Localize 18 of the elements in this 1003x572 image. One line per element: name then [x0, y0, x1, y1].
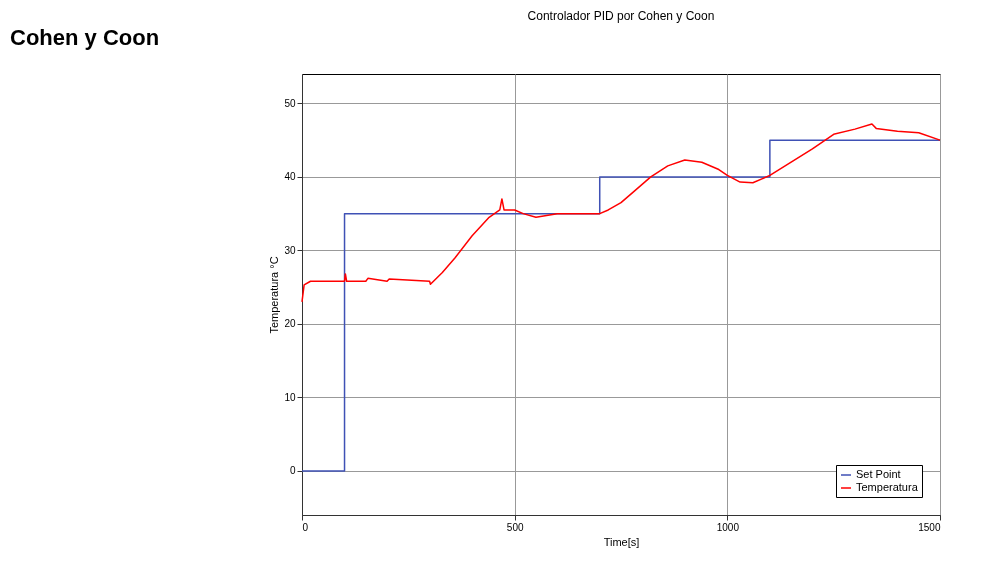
chart-title: Controlador PID por Cohen y Coon [527, 9, 715, 23]
line-series [301, 123, 941, 303]
x-tick-label: 500 [506, 521, 524, 533]
x-tick-label: 1000 [716, 521, 740, 533]
y-tick-label: 20 [284, 318, 296, 330]
x-axis-title: Time[s] [603, 535, 640, 548]
x-tick-label: 1500 [918, 521, 941, 533]
y-tick-label: 50 [284, 97, 296, 109]
y-axis-title: Temperatura °C [268, 256, 281, 334]
legend-label: Temperatura [856, 481, 919, 493]
legend-label: Set Point [856, 468, 901, 480]
y-tick-label: 40 [284, 171, 296, 183]
line-series [301, 139, 941, 472]
y-tick-label: 30 [284, 244, 296, 256]
y-tick-label: 10 [284, 391, 296, 403]
y-tick-label: 0 [289, 465, 296, 477]
text: Cohen y Coon [10, 25, 160, 50]
x-tick-label: 0 [302, 521, 309, 533]
